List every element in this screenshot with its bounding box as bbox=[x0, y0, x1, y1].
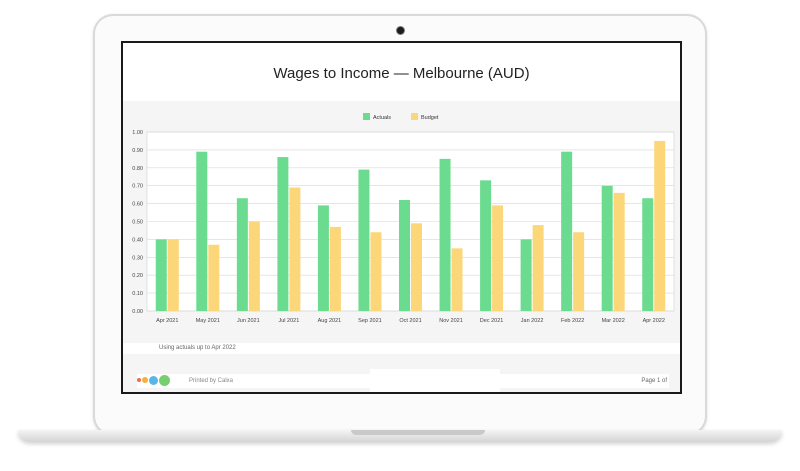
bar-budget bbox=[573, 232, 585, 311]
bar-budget bbox=[532, 225, 544, 311]
bar-budget bbox=[654, 140, 666, 311]
y-tick-label: 0.40 bbox=[132, 237, 143, 243]
y-tick-label: 0.20 bbox=[132, 273, 143, 279]
bar-actuals bbox=[358, 169, 370, 311]
bar-budget bbox=[370, 232, 382, 311]
footnote: Using actuals up to Apr 2022 bbox=[159, 345, 236, 351]
bar-budget bbox=[451, 248, 463, 311]
bar-actuals bbox=[399, 200, 410, 311]
calxa-logo-icon bbox=[137, 373, 171, 387]
bar-budget bbox=[492, 205, 504, 311]
report-screen: Wages to Income — Melbourne (AUD) 0.00 0.… bbox=[121, 41, 682, 394]
y-tick-label: 0.30 bbox=[132, 255, 143, 261]
bar-budget bbox=[329, 226, 341, 311]
chart-title: Wages to Income — Melbourne (AUD) bbox=[273, 65, 530, 82]
bar-actuals bbox=[236, 198, 248, 311]
x-tick-label: Jan 2022 bbox=[521, 318, 544, 324]
legend-swatch-budget bbox=[411, 113, 418, 120]
x-tick-label: Apr 2021 bbox=[156, 318, 178, 324]
legend-label: Budget bbox=[421, 115, 439, 121]
x-tick-label: Sep 2021 bbox=[358, 318, 382, 324]
x-tick-label: Oct 2021 bbox=[399, 318, 421, 324]
x-tick-label: Feb 2022 bbox=[561, 318, 584, 324]
bar-actuals bbox=[155, 239, 167, 311]
bar-actuals bbox=[520, 239, 532, 311]
bar-budget bbox=[613, 192, 625, 311]
printed-by-label: Printed by Calxa bbox=[189, 378, 234, 384]
bar-budget bbox=[411, 223, 422, 311]
x-tick-label: Nov 2021 bbox=[439, 318, 463, 324]
bar-budget bbox=[208, 244, 220, 311]
y-tick-label: 0.70 bbox=[132, 184, 143, 190]
footer-notch bbox=[370, 369, 500, 392]
x-tick-label: Aug 2021 bbox=[318, 318, 342, 324]
legend-swatch-actuals bbox=[363, 113, 370, 120]
y-tick-label: 0.60 bbox=[132, 202, 143, 208]
y-tick-label: 1.00 bbox=[132, 130, 143, 136]
logo-dot-blue bbox=[149, 375, 158, 385]
logo-dot-red bbox=[137, 378, 141, 382]
x-tick-label: Jun 2021 bbox=[237, 318, 260, 324]
logo-dot-orange bbox=[142, 377, 148, 383]
bar-budget bbox=[248, 221, 260, 311]
page-number: Page 1 of bbox=[641, 378, 667, 384]
bar-actuals bbox=[196, 151, 208, 311]
camera-icon bbox=[396, 26, 405, 35]
bar-actuals bbox=[642, 198, 654, 311]
legend-label: Actuals bbox=[373, 115, 391, 121]
bar-actuals bbox=[601, 185, 613, 311]
bar-actuals bbox=[277, 157, 289, 311]
x-tick-label: Apr 2022 bbox=[643, 318, 665, 324]
laptop-notch bbox=[351, 430, 485, 435]
x-tick-label: May 2021 bbox=[196, 318, 220, 324]
y-tick-label: 0.90 bbox=[132, 148, 143, 154]
x-tick-label: Dec 2021 bbox=[480, 318, 504, 324]
bar-actuals bbox=[317, 205, 329, 311]
chart-area: 0.00 0.10 0.20 0.30 0.40 0.50 0.60 0.70 0.80 0.90… bbox=[123, 101, 680, 343]
y-tick-label: 0.50 bbox=[132, 220, 143, 226]
bar-actuals bbox=[561, 151, 573, 311]
x-tick-label: Mar 2022 bbox=[602, 318, 625, 324]
logo-dot-green bbox=[159, 374, 170, 386]
y-tick-label: 0.80 bbox=[132, 166, 143, 172]
bar-actuals bbox=[480, 180, 492, 311]
x-tick-label: Jul 2021 bbox=[278, 318, 299, 324]
y-tick-label: 0.10 bbox=[132, 291, 143, 297]
bar-chart: 0.00 0.10 0.20 0.30 0.40 0.50 0.60 0.70 0.80 0.90… bbox=[132, 113, 675, 324]
bar-budget bbox=[289, 187, 301, 311]
bar-budget bbox=[167, 239, 179, 311]
laptop-base bbox=[18, 430, 782, 442]
report-footer: Printed by Calxa Page 1 of bbox=[123, 354, 680, 392]
bar-actuals bbox=[439, 158, 451, 311]
y-tick-label: 0.00 bbox=[132, 309, 143, 315]
